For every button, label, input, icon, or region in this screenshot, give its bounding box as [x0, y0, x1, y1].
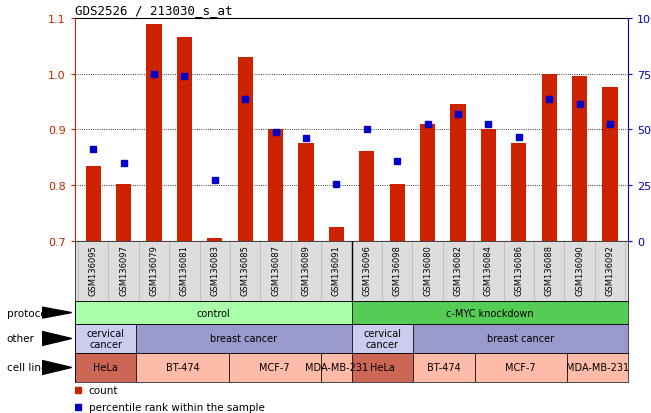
Bar	[352, 353, 413, 382]
Text: cell line: cell line	[7, 363, 47, 373]
Polygon shape	[42, 361, 72, 375]
Bar	[321, 353, 352, 382]
Bar	[75, 353, 136, 382]
Text: control: control	[197, 308, 230, 318]
Text: breast cancer: breast cancer	[487, 334, 554, 344]
Bar	[542, 74, 557, 242]
Text: GSM136081: GSM136081	[180, 244, 189, 295]
Bar	[413, 324, 628, 353]
Bar	[329, 228, 344, 242]
Bar	[511, 144, 527, 242]
Text: GSM136087: GSM136087	[271, 244, 280, 295]
Bar	[420, 125, 435, 242]
Bar	[207, 238, 223, 242]
Text: breast cancer: breast cancer	[210, 334, 277, 344]
Text: GSM136080: GSM136080	[423, 244, 432, 295]
Text: MDA-MB-231: MDA-MB-231	[566, 363, 629, 373]
Text: GSM136079: GSM136079	[150, 244, 158, 295]
Bar	[238, 57, 253, 242]
Text: GSM136095: GSM136095	[89, 244, 98, 295]
Text: GSM136090: GSM136090	[575, 244, 584, 295]
Text: GSM136083: GSM136083	[210, 244, 219, 295]
Text: cervical
cancer: cervical cancer	[87, 328, 124, 349]
Bar	[480, 130, 496, 242]
Text: protocol: protocol	[7, 308, 49, 318]
Bar	[116, 185, 131, 242]
Bar	[413, 353, 475, 382]
Text: GSM136097: GSM136097	[119, 244, 128, 295]
Text: BT-474: BT-474	[427, 363, 461, 373]
Text: MCF-7: MCF-7	[259, 363, 290, 373]
Text: GSM136086: GSM136086	[514, 244, 523, 295]
Text: GSM136084: GSM136084	[484, 244, 493, 295]
Bar	[475, 353, 567, 382]
Bar	[75, 301, 352, 324]
Text: BT-474: BT-474	[165, 363, 199, 373]
Bar	[359, 151, 374, 242]
Bar	[85, 166, 101, 242]
Text: GSM136096: GSM136096	[362, 244, 371, 295]
Text: GSM136082: GSM136082	[454, 244, 462, 295]
Bar	[136, 324, 352, 353]
Bar	[352, 324, 413, 353]
Bar	[136, 353, 229, 382]
Text: c-MYC knockdown: c-MYC knockdown	[446, 308, 534, 318]
Bar	[389, 185, 405, 242]
Bar	[602, 88, 618, 242]
Bar	[176, 38, 192, 242]
Polygon shape	[42, 307, 72, 318]
Bar	[567, 353, 628, 382]
Bar	[146, 25, 161, 242]
Text: percentile rank within the sample: percentile rank within the sample	[89, 402, 264, 412]
Text: MDA-MB-231: MDA-MB-231	[305, 363, 368, 373]
Bar	[572, 77, 587, 242]
Text: HeLa: HeLa	[370, 363, 395, 373]
Bar	[298, 144, 314, 242]
Text: GDS2526 / 213030_s_at: GDS2526 / 213030_s_at	[75, 5, 232, 17]
Text: GSM136085: GSM136085	[241, 244, 249, 295]
Text: MCF-7: MCF-7	[505, 363, 536, 373]
Text: other: other	[7, 334, 35, 344]
Bar	[229, 353, 321, 382]
Text: count: count	[89, 385, 118, 395]
Polygon shape	[42, 332, 72, 346]
Text: GSM136098: GSM136098	[393, 244, 402, 295]
Text: GSM136088: GSM136088	[545, 244, 553, 295]
Bar	[352, 301, 628, 324]
Text: GSM136092: GSM136092	[605, 244, 615, 295]
Text: GSM136089: GSM136089	[301, 244, 311, 295]
Text: cervical
cancer: cervical cancer	[363, 328, 401, 349]
Text: GSM136091: GSM136091	[332, 244, 341, 295]
Bar	[75, 324, 136, 353]
Bar	[450, 105, 465, 242]
Bar	[268, 130, 283, 242]
Text: HeLa: HeLa	[93, 363, 118, 373]
